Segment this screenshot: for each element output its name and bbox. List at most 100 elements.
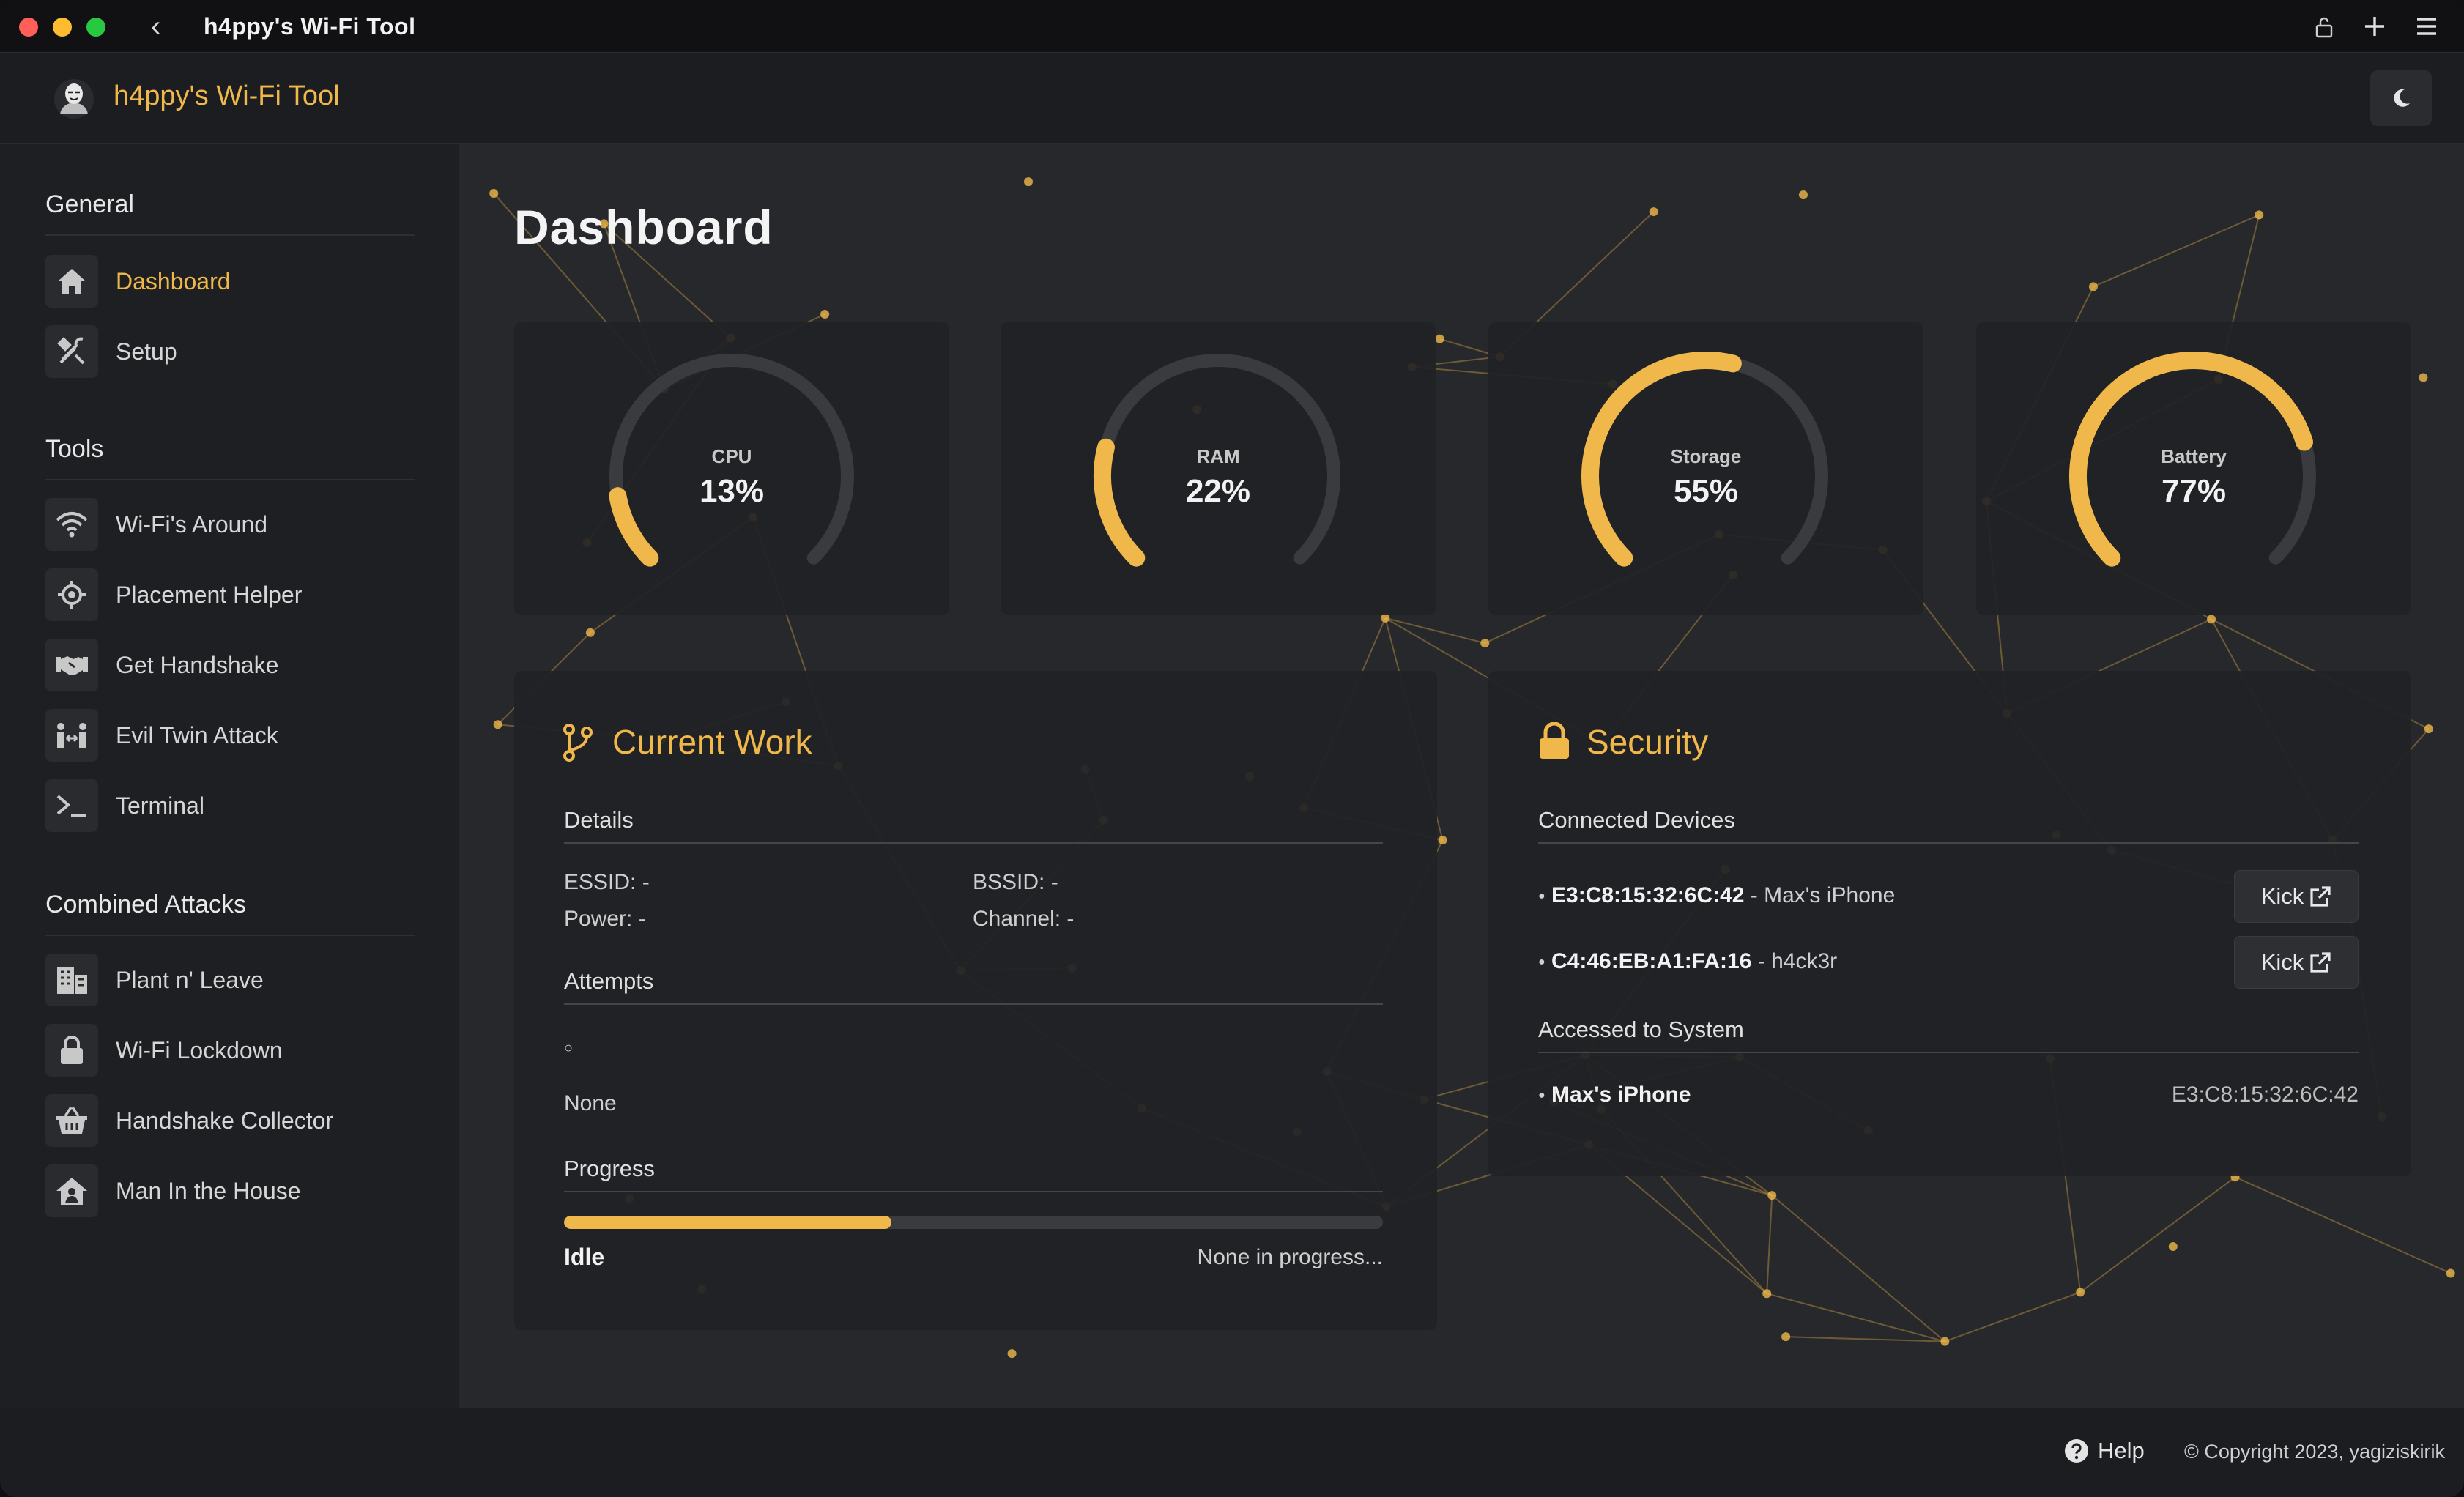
attempts-value: None [564, 1091, 617, 1115]
divider [1538, 842, 2359, 844]
sidebar: General Dashboard Setup Tools Wi-Fi's Ar… [0, 144, 459, 1408]
device-name: - Max's iPhone [1744, 883, 1896, 907]
cpu-gauge-card: CPU 13% [514, 322, 949, 615]
handshake-icon [45, 639, 98, 691]
sidebar-item-setup[interactable]: Setup [45, 325, 415, 378]
home-icon [45, 255, 98, 308]
accessed-device-name: Max's iPhone [1551, 1082, 1691, 1107]
sidebar-item-wifis-around[interactable]: Wi-Fi's Around [45, 498, 415, 551]
copyright-text: © Copyright 2023, yagiziskirik [2183, 1441, 2445, 1463]
sidebar-item-dashboard[interactable]: Dashboard [45, 255, 415, 308]
security-card: Security Connected Devices ● E3:C8:15:32… [1488, 671, 2411, 1176]
hacker-mask-logo-icon [54, 79, 94, 119]
sidebar-item-plant-n-leave[interactable]: Plant n' Leave [45, 954, 415, 1006]
sidebar-item-man-in-the-house[interactable]: Man In the House [45, 1164, 415, 1217]
divider [564, 1003, 1383, 1005]
network-node [2255, 210, 2264, 220]
people-arrows-icon [45, 709, 98, 762]
progress-bar [564, 1216, 1383, 1229]
footer: Help © Copyright 2023, yagiziskirik [0, 1408, 2464, 1497]
sidebar-item-terminal[interactable]: Terminal [45, 779, 415, 832]
external-link-icon [2310, 886, 2331, 907]
network-node [1767, 1191, 1777, 1200]
sidebar-item-label: Terminal [116, 792, 204, 819]
gauge-value: 22% [1185, 473, 1251, 509]
maximize-window-button[interactable] [86, 18, 105, 37]
minimize-window-button[interactable] [53, 18, 72, 37]
gauge-fill [2069, 352, 2314, 567]
sidebar-item-label: Plant n' Leave [116, 966, 264, 993]
theme-toggle-button[interactable] [2370, 70, 2432, 126]
network-node [2424, 724, 2433, 734]
gauge-fill [609, 487, 659, 567]
network-line [1766, 1293, 1945, 1342]
sidebar-section-general: General [45, 190, 134, 218]
lock-icon [1540, 722, 1569, 759]
security-title: Security [1587, 723, 1709, 761]
channel-value: Channel: - [973, 907, 1075, 931]
sidebar-item-label: Placement Helper [116, 581, 303, 608]
details-heading: Details [564, 807, 634, 833]
sidebar-item-handshake-collector[interactable]: Handshake Collector [45, 1094, 415, 1147]
attempts-heading: Attempts [564, 968, 654, 994]
gauge-label: CPU [711, 445, 752, 467]
bullet-icon: ● [1538, 1089, 1545, 1102]
sidebar-item-label: Wi-Fi's Around [116, 510, 268, 538]
sidebar-item-placement-helper[interactable]: Placement Helper [45, 568, 415, 621]
app-name[interactable]: h4ppy's Wi-Fi Tool [114, 81, 340, 111]
network-node [2088, 282, 2098, 291]
title-bar: ‹ h4ppy's Wi-Fi Tool [0, 0, 2464, 53]
network-node [1798, 190, 1808, 200]
bullet-icon: ● [1538, 890, 1545, 903]
lock-icon [45, 1024, 98, 1077]
divider [564, 842, 1383, 844]
network-node [2446, 1268, 2455, 1278]
gauge-label: Battery [2161, 445, 2227, 467]
sidebar-item-get-handshake[interactable]: Get Handshake [45, 639, 415, 691]
sidebar-item-label: Evil Twin Attack [116, 721, 278, 748]
sidebar-item-label: Wi-Fi Lockdown [116, 1036, 283, 1063]
window-title: h4ppy's Wi-Fi Tool [204, 13, 416, 40]
back-chevron-icon[interactable]: ‹ [151, 10, 161, 42]
network-line [1766, 1195, 1773, 1294]
crosshair-icon [45, 568, 98, 621]
sidebar-item-wifi-lockdown[interactable]: Wi-Fi Lockdown [45, 1024, 415, 1077]
lock-icon[interactable] [2315, 10, 2334, 45]
storage-gauge-card: Storage 55% [1488, 322, 1923, 615]
network-node [1762, 1289, 1772, 1299]
network-node [2076, 1288, 2085, 1297]
kick-device-button[interactable]: Kick [2234, 936, 2359, 989]
network-line [2093, 214, 2260, 288]
close-window-button[interactable] [19, 18, 38, 37]
new-tab-plus-icon[interactable] [2363, 10, 2386, 45]
network-node [2168, 1242, 2178, 1252]
accessed-device-mac: E3:C8:15:32:6C:42 [2171, 1082, 2359, 1107]
network-line [1385, 617, 1485, 645]
gauge-fill [1581, 352, 1742, 567]
network-node [493, 720, 502, 729]
network-node [1781, 1332, 1791, 1342]
moon-icon [2394, 89, 2410, 107]
gauge-value: 77% [2161, 473, 2227, 509]
progress-bar-fill [564, 1216, 892, 1229]
network-node [820, 309, 830, 319]
external-link-icon [2310, 952, 2331, 973]
sidebar-item-label: Setup [116, 338, 177, 365]
kick-device-button[interactable]: Kick [2234, 870, 2359, 923]
network-line [2235, 1176, 2452, 1274]
bullet-icon: ● [1538, 956, 1545, 969]
network-node [1438, 836, 1447, 845]
page-title: Dashboard [514, 200, 773, 254]
network-node [1007, 1349, 1017, 1359]
network-line [603, 223, 732, 339]
menu-hamburger-icon[interactable] [2416, 10, 2438, 44]
accessed-system-heading: Accessed to System [1538, 1017, 1744, 1042]
help-link[interactable]: Help [2064, 1438, 2145, 1464]
sidebar-item-evil-twin-attack[interactable]: Evil Twin Attack [45, 709, 415, 762]
network-node [1649, 207, 1658, 217]
connected-device-row: ● E3:C8:15:32:6C:42 - Max's iPhone [1538, 883, 1895, 908]
gauge-fill [1094, 438, 1146, 567]
divider [45, 234, 415, 236]
network-line [1786, 1336, 1945, 1342]
